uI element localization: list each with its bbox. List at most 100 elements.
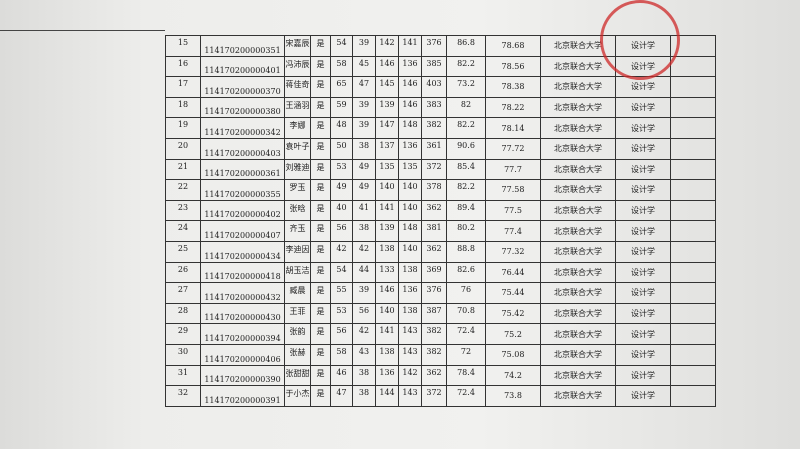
retest-score: 73.2 (447, 77, 486, 98)
student-name: 袁叶子 (285, 138, 311, 160)
score-2: 49 (353, 159, 376, 181)
flag: 是 (311, 365, 331, 387)
final-score: 77.4 (486, 221, 541, 242)
score-4: 143 (399, 386, 422, 407)
university: 北京联合大学 (541, 200, 616, 222)
score-2: 38 (353, 386, 376, 407)
total: 403 (422, 77, 447, 98)
note (671, 283, 716, 304)
major: 设计学 (616, 77, 671, 98)
score-3: 136 (376, 365, 399, 387)
score-4: 140 (399, 241, 422, 263)
score-2: 42 (353, 324, 376, 345)
row-index: 30 (166, 344, 201, 366)
score-1: 48 (331, 118, 353, 139)
score-3: 135 (376, 159, 399, 181)
major: 设计学 (616, 344, 671, 366)
score-1: 65 (331, 77, 353, 98)
total: 376 (422, 36, 447, 57)
exam-id: 114170200000355 (201, 180, 285, 201)
exam-id: 114170200000390 (201, 365, 285, 387)
table-row: 21 114170200000361 刘雅迪是 53 49 135 135 372 85.4 77… (166, 159, 716, 181)
university: 北京联合大学 (541, 303, 616, 325)
score-2: 38 (353, 221, 376, 242)
score-1: 40 (331, 200, 353, 222)
score-3: 133 (376, 262, 399, 284)
student-name: 张赫 (285, 344, 311, 366)
final-score: 77.72 (486, 138, 541, 160)
score-3: 138 (376, 344, 399, 366)
student-name: 罗玉 (285, 180, 311, 201)
retest-score: 86.8 (447, 36, 486, 57)
retest-score: 82.6 (447, 262, 486, 284)
university: 北京联合大学 (541, 262, 616, 284)
major: 设计学 (616, 159, 671, 181)
table-row: 26 114170200000418 胡玉洁是 54 44 133 138 369 82.6 76… (166, 262, 716, 284)
total: 385 (422, 56, 447, 78)
retest-score: 82.2 (447, 180, 486, 201)
total: 382 (422, 118, 447, 139)
retest-score: 85.4 (447, 159, 486, 181)
score-2: 38 (353, 138, 376, 160)
score-1: 53 (331, 159, 353, 181)
score-1: 55 (331, 283, 353, 304)
table-row: 22 114170200000355 罗玉是 49 49 140 140 378 82.2 77.… (166, 180, 716, 201)
row-index: 24 (166, 221, 201, 242)
final-score: 75.08 (486, 344, 541, 366)
flag: 是 (311, 262, 331, 284)
flag: 是 (311, 344, 331, 366)
student-name: 王菲 (285, 303, 311, 325)
retest-score: 70.8 (447, 303, 486, 325)
exam-id: 114170200000418 (201, 262, 285, 284)
score-1: 53 (331, 303, 353, 325)
score-3: 145 (376, 77, 399, 98)
exam-id: 114170200000351 (201, 36, 285, 57)
score-4: 136 (399, 283, 422, 304)
score-3: 140 (376, 180, 399, 201)
retest-score: 80.2 (447, 221, 486, 242)
note (671, 365, 716, 387)
total: 372 (422, 386, 447, 407)
row-index: 31 (166, 365, 201, 387)
score-3: 140 (376, 303, 399, 325)
note (671, 303, 716, 325)
student-name: 冯沛辰 (285, 56, 311, 78)
university: 北京联合大学 (541, 283, 616, 304)
score-3: 146 (376, 283, 399, 304)
score-2: 44 (353, 262, 376, 284)
score-3: 139 (376, 97, 399, 119)
flag: 是 (311, 138, 331, 160)
score-2: 45 (353, 56, 376, 78)
final-score: 75.44 (486, 283, 541, 304)
flag: 是 (311, 386, 331, 407)
total: 383 (422, 97, 447, 119)
score-3: 137 (376, 138, 399, 160)
flag: 是 (311, 283, 331, 304)
final-score: 75.42 (486, 303, 541, 325)
exam-id: 114170200000407 (201, 221, 285, 242)
score-3: 141 (376, 200, 399, 222)
flag: 是 (311, 159, 331, 181)
student-name: 李娜 (285, 118, 311, 139)
retest-score: 82.2 (447, 56, 486, 78)
student-name: 宋嘉辰 (285, 36, 311, 57)
university: 北京联合大学 (541, 118, 616, 139)
table-row: 32 114170200000391 于小杰是 47 38 144 143 372 72.4 73… (166, 386, 716, 407)
score-2: 39 (353, 118, 376, 139)
total: 362 (422, 241, 447, 263)
score-1: 59 (331, 97, 353, 119)
note (671, 200, 716, 222)
score-1: 54 (331, 36, 353, 57)
score-4: 136 (399, 138, 422, 160)
exam-id: 114170200000401 (201, 56, 285, 78)
total: 369 (422, 262, 447, 284)
score-1: 54 (331, 262, 353, 284)
flag: 是 (311, 77, 331, 98)
table-row: 27 114170200000432 臧晨是 55 39 146 136 376 76 75.44… (166, 283, 716, 304)
major: 设计学 (616, 324, 671, 345)
note (671, 180, 716, 201)
major: 设计学 (616, 221, 671, 242)
exam-id: 114170200000391 (201, 386, 285, 407)
major: 设计学 (616, 365, 671, 387)
